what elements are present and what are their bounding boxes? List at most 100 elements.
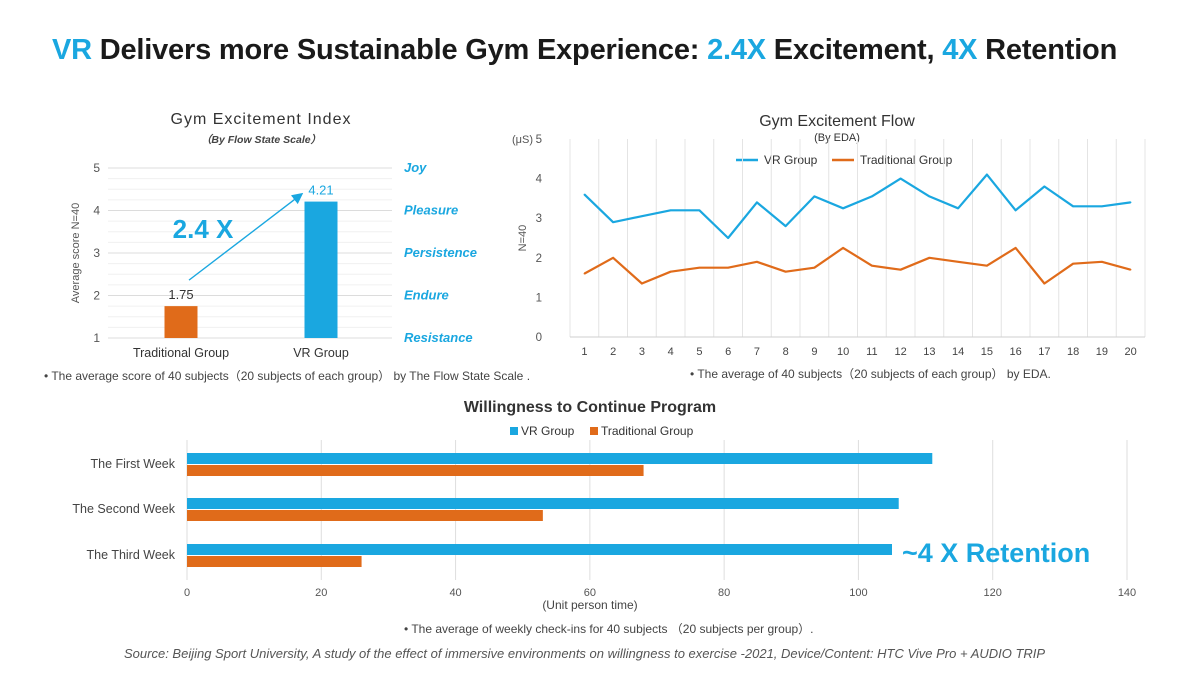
legend-label-vr: VR Group — [764, 153, 818, 167]
x-tick-label: 9 — [811, 346, 817, 358]
category-label: The Second Week — [72, 502, 175, 516]
title-vr: VR — [52, 34, 92, 66]
chart-subtitle: (By EDA) — [814, 132, 860, 144]
y-tick-label: 4 — [93, 204, 100, 218]
x-tick-label: 15 — [981, 346, 993, 358]
chart-title: Gym Excitement Index — [171, 111, 352, 128]
x-tick-label: 18 — [1067, 346, 1079, 358]
scale-label: Resistance — [404, 330, 473, 345]
comparison-arrow — [188, 192, 304, 281]
x-tick-label: 20 — [1125, 346, 1137, 358]
x-tick-label: 2 — [610, 346, 616, 358]
data-point — [612, 257, 614, 259]
x-tick-label: 10 — [837, 346, 849, 358]
y-tick-label: 3 — [536, 213, 542, 225]
x-tick-label: 5 — [696, 346, 702, 358]
y-tick-label: 2 — [536, 253, 542, 265]
data-point — [1129, 201, 1132, 204]
bar-traditional — [187, 465, 644, 476]
excitement-flow-chart: Gym Excitement Flow (By EDA) VR Group Tradi… — [512, 113, 1146, 358]
data-point — [899, 268, 902, 271]
x-tick-label: 17 — [1038, 346, 1050, 358]
scale-label: Pleasure — [404, 203, 458, 218]
bar-value-label: 1.75 — [168, 287, 193, 302]
data-point — [928, 257, 931, 259]
data-point — [813, 266, 816, 269]
legend-label-traditional: Traditional Group — [860, 153, 953, 167]
title-retention-factor: 4X — [942, 34, 978, 66]
data-point — [928, 195, 931, 198]
data-point — [1043, 185, 1046, 188]
willingness-note: • The average of weekly check-ins for 40… — [404, 622, 814, 636]
data-point — [871, 264, 873, 267]
bar — [304, 201, 338, 338]
excitement-flow-note: • The average of 40 subjects（20 subjects… — [690, 367, 1051, 381]
bar-traditional — [187, 510, 543, 521]
data-point — [842, 247, 844, 249]
x-tick-label: 11 — [866, 346, 877, 358]
x-tick-label: 40 — [449, 587, 461, 599]
x-tick-label: 80 — [718, 587, 730, 599]
x-tick-label: 1 — [581, 346, 587, 358]
data-point — [1072, 262, 1074, 265]
data-point — [727, 237, 729, 239]
x-tick-label: 4 — [668, 346, 674, 358]
x-tick-label: 0 — [184, 587, 190, 599]
category-label: The Third Week — [87, 548, 176, 562]
data-point — [1129, 268, 1132, 271]
willingness-chart: Willingness to Continue Program VR Group T… — [72, 399, 1136, 612]
chart-subtitle: （By Flow State Scale） — [201, 133, 321, 146]
x-tick-label: 7 — [754, 346, 760, 358]
x-tick-label: 8 — [783, 346, 789, 358]
x-axis-label: (Unit person time) — [542, 598, 637, 612]
data-point — [698, 209, 701, 212]
data-point — [957, 207, 959, 210]
bar-value-label: 4.21 — [308, 183, 333, 198]
page-title: VR Delivers more Sustainable Gym Experie… — [52, 34, 1117, 67]
data-point — [986, 264, 988, 267]
y-axis-label: N=40 — [517, 225, 529, 252]
y-tick-label: 1 — [93, 331, 100, 345]
scale-label: Endure — [404, 288, 449, 303]
data-point — [1101, 205, 1103, 208]
data-point — [842, 207, 844, 210]
y-tick-label: 3 — [93, 246, 100, 260]
series-line-traditional — [583, 246, 1131, 285]
y-tick-label: 4 — [536, 174, 543, 186]
category-label: The First Week — [90, 457, 175, 471]
excitement-index-chart: Gym Excitement Index （By Flow State Scale… — [70, 111, 477, 360]
x-tick-label: 100 — [849, 587, 867, 599]
data-point — [899, 177, 902, 180]
x-tick-label: 3 — [639, 346, 645, 358]
x-tick-label: 140 — [1118, 587, 1136, 599]
data-point — [1014, 247, 1017, 249]
title-excitement-factor: 2.4X — [707, 34, 766, 66]
x-tick-label: 13 — [923, 346, 935, 358]
y-tick-label: 0 — [536, 332, 542, 344]
bar-vr — [187, 453, 933, 464]
x-tick-label: Traditional Group — [133, 346, 229, 360]
y-axis-label: Average score N=40 — [70, 203, 82, 303]
y-tick-label: 1 — [536, 292, 542, 304]
data-point — [669, 270, 672, 273]
x-tick-label: 19 — [1096, 346, 1108, 358]
x-tick-label: 20 — [315, 587, 327, 599]
y-tick-label: 2 — [93, 289, 100, 303]
series-line-vr — [583, 173, 1131, 240]
x-tick-label: 12 — [895, 346, 907, 358]
data-point — [784, 225, 787, 227]
data-point — [641, 282, 643, 285]
data-point — [583, 272, 586, 275]
data-point — [583, 193, 586, 196]
data-point — [986, 173, 988, 176]
x-tick-label: 16 — [1010, 346, 1022, 358]
data-point — [871, 195, 873, 198]
data-point — [957, 260, 959, 263]
chart-title: Willingness to Continue Program — [464, 399, 716, 416]
title-text-2: Excitement, — [765, 34, 943, 66]
data-point — [1043, 282, 1046, 285]
x-tick-label: VR Group — [293, 346, 349, 360]
scale-label: Joy — [404, 160, 427, 175]
data-point — [641, 215, 643, 218]
excitement-index-note: • The average score of 40 subjects（20 su… — [44, 369, 531, 383]
